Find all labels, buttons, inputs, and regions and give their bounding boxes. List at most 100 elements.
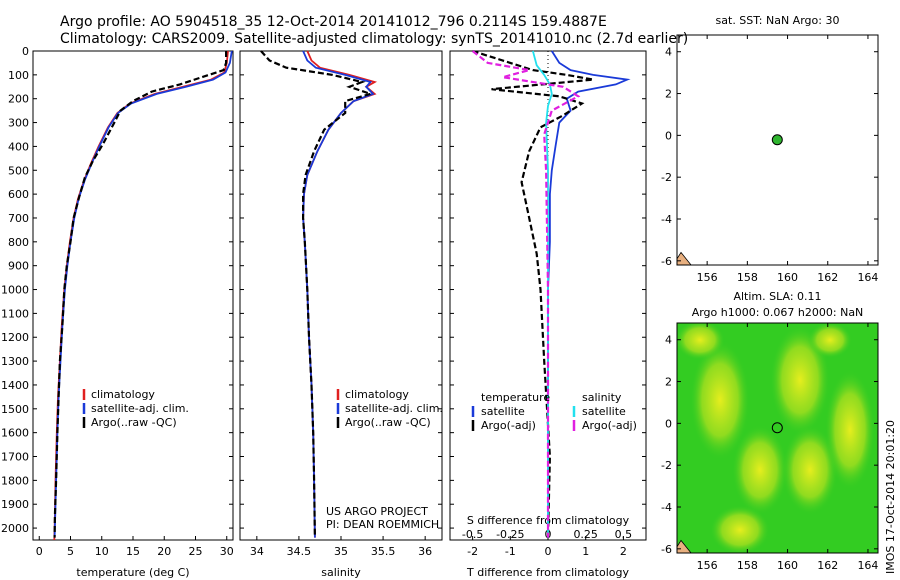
y-tick-label: 600 — [8, 188, 29, 201]
sla-blob — [690, 340, 750, 460]
y-tick-label: 800 — [8, 236, 29, 249]
y-tick-label: -4 — [661, 501, 672, 514]
sla-blob — [732, 425, 788, 515]
x-tick-label: 160 — [777, 271, 798, 284]
series-line-2 — [53, 51, 228, 538]
x-tick-label: 20 — [157, 545, 171, 558]
y-tick-label: 1600 — [1, 427, 29, 440]
x-tick-label: 162 — [817, 559, 838, 572]
legend-label: satellite-adj. clim. — [345, 402, 443, 415]
s-tick-label: -0.5 — [462, 528, 483, 541]
x-tick-label: 36 — [418, 545, 432, 558]
y-tick-label: 4 — [665, 334, 672, 347]
x-tick-label: -2 — [467, 545, 478, 558]
y-tick-label: -4 — [661, 213, 672, 226]
legend-label: satellite-adj. clim. — [91, 402, 189, 415]
x-tick-label: 0 — [545, 545, 552, 558]
legend-label: climatology — [345, 388, 409, 401]
y-tick-label: -2 — [661, 459, 672, 472]
series-line-1 — [472, 49, 594, 538]
x-tick-label: 158 — [737, 559, 758, 572]
salinity-panel-frame — [239, 50, 443, 541]
y-tick-label: 1800 — [1, 474, 29, 487]
y-tick-label: 2 — [665, 88, 672, 101]
sla-title-2: Argo h1000: 0.067 h2000: NaN — [692, 306, 864, 319]
x-axis-label: T difference from climatology — [466, 566, 629, 579]
y-tick-label: 900 — [8, 260, 29, 273]
x-tick-label: 158 — [737, 271, 758, 284]
x-tick-label: 164 — [857, 271, 878, 284]
sla-blob — [677, 323, 725, 360]
y-tick-label: 300 — [8, 117, 29, 130]
sla-blob — [782, 425, 838, 515]
x-tick-label: 35 — [334, 545, 348, 558]
legend-title-temperature: temperature — [481, 391, 550, 404]
sla-field — [677, 323, 878, 553]
land-coast — [676, 251, 692, 266]
x-tick-label: 0 — [36, 545, 43, 558]
x-tick-label: 160 — [777, 559, 798, 572]
series-line-0 — [53, 50, 229, 541]
x-tick-label: 1 — [582, 545, 589, 558]
argo-position-marker — [771, 422, 783, 434]
series-line-2 — [260, 50, 375, 538]
x-tick-label: 10 — [95, 545, 109, 558]
y-tick-label: 4 — [665, 46, 672, 59]
y-tick-label: -6 — [661, 543, 672, 556]
y-tick-label: 100 — [8, 69, 29, 82]
annotation-project: US ARGO PROJECT — [326, 505, 428, 518]
y-tick-label: 1000 — [1, 284, 29, 297]
x-tick-label: 34 — [250, 545, 264, 558]
series-line-3 — [471, 50, 581, 538]
legend-label: Argo(-adj) — [582, 419, 637, 432]
sst-map-title: sat. SST: NaN Argo: 30 — [716, 14, 840, 27]
x-tick-label: 156 — [697, 559, 718, 572]
series-line-1 — [53, 50, 233, 538]
y-tick-label: 200 — [8, 93, 29, 106]
annotation-pi: PI: DEAN ROEMMICH — [326, 518, 439, 531]
legend-label: climatology — [91, 388, 155, 401]
x-tick-label: 156 — [697, 271, 718, 284]
series-line-1 — [302, 50, 375, 538]
legend-label: satellite — [582, 405, 626, 418]
s-tick-label: 0.5 — [615, 528, 633, 541]
x-tick-label: 25 — [189, 545, 203, 558]
y-tick-label: 400 — [8, 140, 29, 153]
y-tick-label: 1900 — [1, 498, 29, 511]
figure-title: Argo profile: AO 5904518_35 12-Oct-2014 … — [60, 14, 607, 30]
sla-title-1: Altim. SLA: 0.11 — [733, 290, 821, 303]
y-tick-label: 1500 — [1, 403, 29, 416]
series-line-0 — [547, 50, 631, 538]
legend-label: Argo(..raw -QC) — [345, 416, 431, 429]
y-tick-label: -6 — [661, 255, 672, 268]
y-tick-label: 700 — [8, 212, 29, 225]
legend-label: Argo(..raw -QC) — [91, 416, 177, 429]
y-tick-label: 0 — [22, 45, 29, 58]
x-axis-label: salinity — [321, 566, 361, 579]
y-tick-label: 1200 — [1, 331, 29, 344]
map-frame — [676, 322, 879, 554]
argo-position-marker — [771, 134, 783, 146]
y-tick-label: 1700 — [1, 451, 29, 464]
sla-blob — [710, 505, 770, 553]
sla-blob — [808, 323, 852, 358]
y-tick-label: 1400 — [1, 379, 29, 392]
y-tick-label: 0 — [665, 129, 672, 142]
x-tick-label: 35.5 — [371, 545, 396, 558]
y-tick-label: 500 — [8, 164, 29, 177]
s-tick-label: 0.25 — [573, 528, 598, 541]
x-tick-label: 162 — [817, 271, 838, 284]
y-tick-label: 0 — [665, 417, 672, 430]
x-tick-label: 34.5 — [287, 545, 312, 558]
y-tick-label: -2 — [661, 171, 672, 184]
sla-blob — [825, 370, 875, 490]
legend-title-salinity: salinity — [582, 391, 622, 404]
map-frame — [676, 34, 879, 266]
x-tick-label: 164 — [857, 559, 878, 572]
x-tick-label: 2 — [620, 545, 627, 558]
y-tick-label: 1300 — [1, 355, 29, 368]
y-tick-label: 2 — [665, 376, 672, 389]
x-tick-label: -1 — [505, 545, 516, 558]
x-axis-label: temperature (deg C) — [76, 566, 189, 579]
